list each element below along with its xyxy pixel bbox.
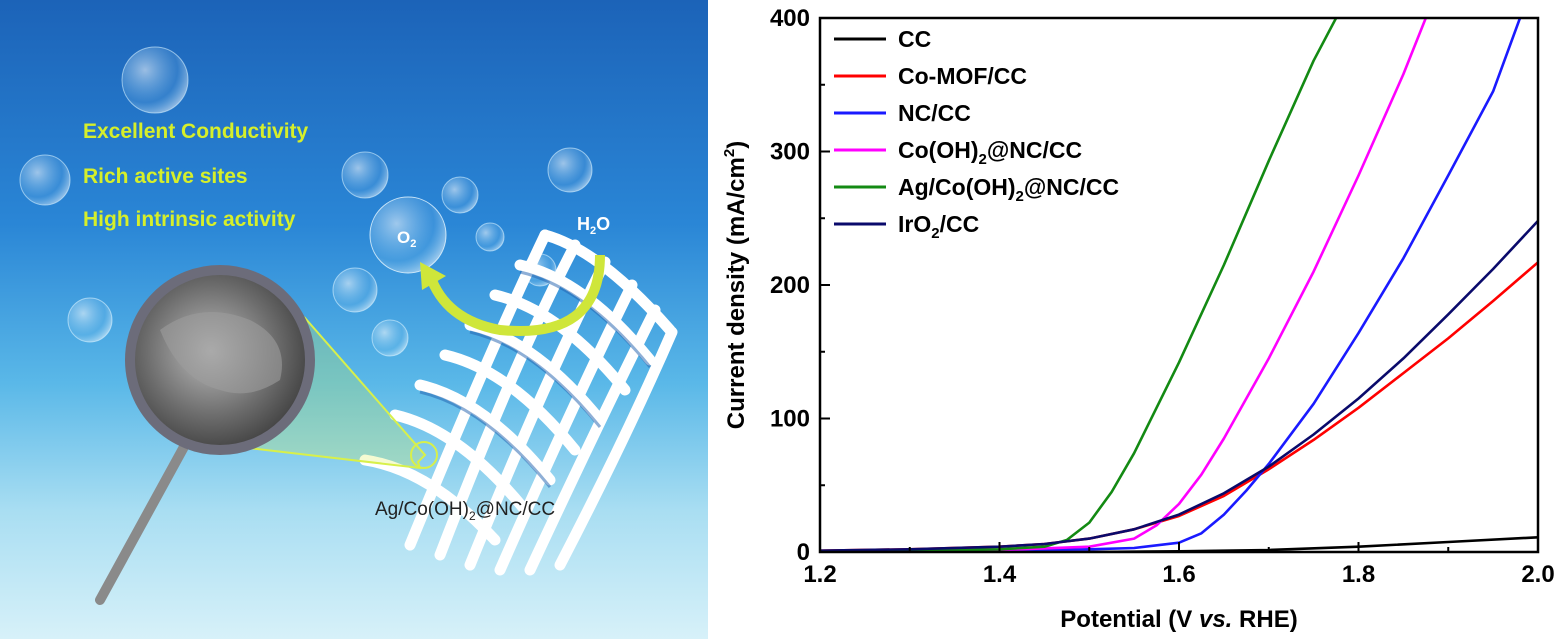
graphical-abstract-illustration: Excellent Conductivity Rich active sites…	[0, 0, 708, 639]
legend-label: CC	[898, 26, 931, 52]
ticks-layer: 1.2 1.4 1.6 1.8 2.0 0 100 200 300 400	[770, 5, 1555, 588]
y-tick-label: 400	[770, 5, 810, 32]
product-label: Ag/Co(OH)2@NC/CC	[375, 499, 555, 523]
x-tick-label: 1.4	[983, 561, 1017, 588]
magnifier-icon	[95, 265, 438, 605]
y-tick-label: 200	[770, 272, 810, 299]
y-tick-label: 300	[770, 139, 810, 166]
series-layer	[820, 18, 1538, 552]
feature-conductivity: Excellent Conductivity	[83, 120, 309, 143]
y-tick-label: 0	[797, 539, 810, 566]
water-background	[0, 0, 708, 639]
series-line-2	[820, 18, 1522, 552]
series-line-5	[820, 220, 1538, 552]
x-tick-label: 1.8	[1342, 561, 1375, 588]
legend-label: Co(OH)2@NC/CC	[898, 137, 1082, 168]
legend-label: NC/CC	[898, 100, 971, 126]
o2-label: O2	[397, 228, 416, 250]
x-tick-label: 1.6	[1162, 561, 1195, 588]
legend-label: IrO2/CC	[898, 211, 979, 242]
legend-label: Ag/Co(OH)2@NC/CC	[898, 174, 1119, 205]
y-tick-label: 100	[770, 406, 810, 433]
h2o-label: H2O	[577, 214, 610, 237]
lsv-chart: 1.2 1.4 1.6 1.8 2.0 0 100 200 300 400 CC Co-MOF/CC…	[721, 5, 1555, 633]
legend: CC Co-MOF/CC NC/CC Co(OH)2@NC/CC Ag/Co(OH)2@…	[834, 26, 1119, 242]
legend-label: Co-MOF/CC	[898, 63, 1027, 89]
y-axis-label: Current density (mA/cm2)	[721, 141, 750, 429]
x-tick-label: 1.2	[803, 561, 836, 588]
feature-intrinsic-activity: High intrinsic activity	[83, 208, 296, 231]
x-axis-label: Potential (V vs. RHE)	[1060, 606, 1297, 633]
feature-active-sites: Rich active sites	[83, 165, 248, 188]
x-tick-label: 2.0	[1521, 561, 1554, 588]
plot-frame	[818, 16, 1540, 554]
reaction-arrow-icon	[425, 254, 605, 336]
series-line-1	[820, 261, 1538, 552]
